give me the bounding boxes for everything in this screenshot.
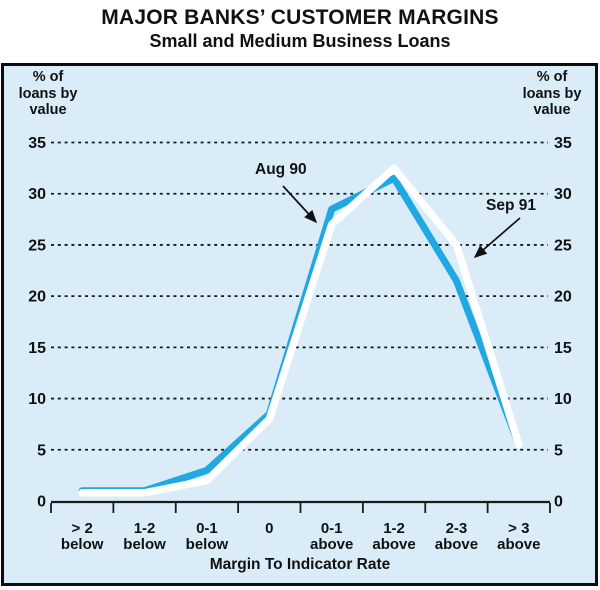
y-axis-unit-line: loans by: [18, 85, 78, 102]
series-label-sep-91: Sep 91: [486, 197, 536, 214]
x-axis-title: Margin To Indicator Rate: [209, 556, 391, 573]
y-axis-unit-line: % of: [536, 69, 568, 85]
x-category-label: 2-3: [446, 520, 468, 537]
x-category-label: > 3: [508, 520, 529, 537]
y-tick-label-left-35: 35: [28, 135, 46, 152]
y-axis-unit-label-right: % of loans by value: [514, 69, 590, 119]
x-category-label: 0: [265, 520, 273, 537]
x-category-label: below: [123, 536, 166, 553]
x-category-label: 0-1: [196, 520, 218, 537]
y-tick-label-right-0: 0: [554, 494, 563, 511]
chart-subtitle: Small and Medium Business Loans: [149, 31, 451, 51]
y-tick-label-left-15: 15: [28, 340, 46, 357]
sep-91-arrow: [473, 217, 521, 258]
series-line-aug-90: [78, 174, 523, 495]
y-tick-label-right-30: 30: [554, 186, 572, 203]
y-axis-unit-line: value: [533, 102, 571, 118]
y-tick-label-right-5: 5: [554, 442, 563, 459]
y-axis-unit-label-left: % of loans by value: [10, 69, 86, 119]
x-category-label: above: [497, 536, 540, 553]
aug-90-arrow: [282, 185, 318, 224]
x-category-label: 1-2: [383, 520, 405, 537]
x-category-label: below: [186, 536, 229, 553]
x-category-label: above: [310, 536, 353, 553]
y-tick-label-right-20: 20: [554, 289, 572, 306]
y-tick-label-left-0: 0: [37, 494, 46, 511]
y-tick-label-right-35: 35: [554, 135, 572, 152]
y-tick-label-left-25: 25: [28, 237, 46, 254]
y-axis-unit-line: % of: [32, 69, 64, 85]
y-axis-unit-line: loans by: [522, 85, 582, 102]
x-category-label: > 2: [72, 520, 93, 537]
y-tick-label-left-10: 10: [28, 391, 46, 408]
y-tick-label-right-10: 10: [554, 391, 572, 408]
x-category-label: below: [61, 536, 104, 553]
x-category-label: above: [435, 536, 478, 553]
y-axis-unit-line: value: [29, 102, 67, 118]
series-label-aug-90: Aug 90: [255, 161, 307, 178]
y-tick-label-right-25: 25: [554, 237, 572, 254]
x-category-label: 1-2: [134, 520, 156, 537]
y-tick-label-left-5: 5: [37, 442, 46, 459]
y-tick-label-left-30: 30: [28, 186, 46, 203]
y-tick-label-left-20: 20: [28, 289, 46, 306]
y-tick-label-right-15: 15: [554, 340, 572, 357]
series-line-sep-91: [78, 164, 523, 497]
chart-title: MAJOR BANKS’ CUSTOMER MARGINS: [101, 6, 499, 29]
x-category-label: 0-1: [321, 520, 343, 537]
x-category-label: above: [372, 536, 415, 553]
